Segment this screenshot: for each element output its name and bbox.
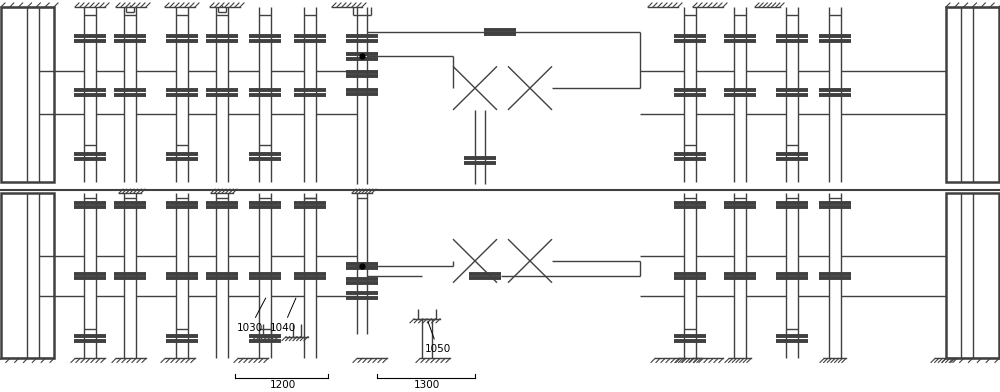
Text: 1050: 1050 (425, 321, 451, 354)
Bar (946, 7, 999, 182)
Bar (1, 7, 54, 182)
Text: 1030: 1030 (237, 298, 266, 333)
Text: 1040: 1040 (270, 298, 296, 333)
Bar (1, 193, 54, 358)
Bar (946, 193, 999, 358)
Text: 1200: 1200 (270, 380, 296, 390)
Text: 1300: 1300 (414, 380, 440, 390)
